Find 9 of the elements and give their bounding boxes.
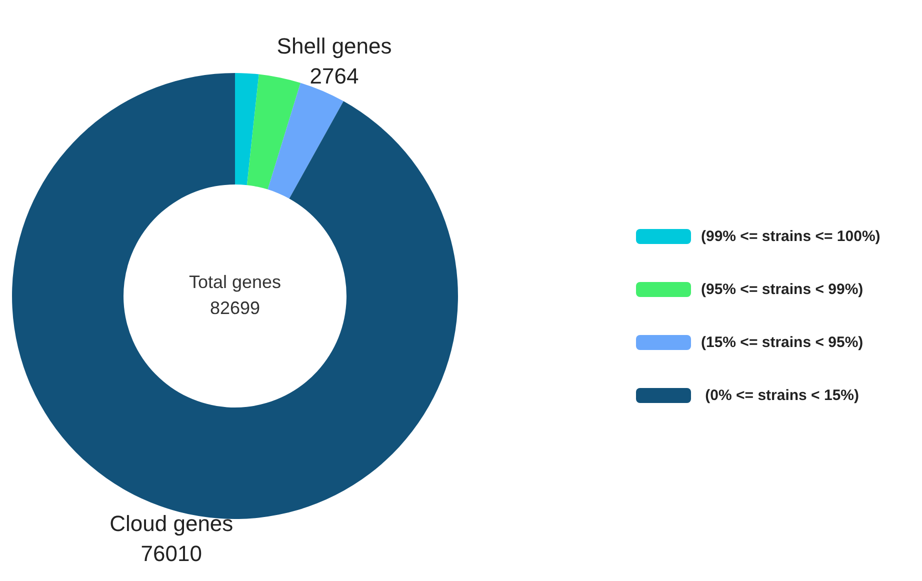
data-label: 2764 bbox=[310, 63, 359, 88]
legend-label: (0% <= strains < 15%) bbox=[704, 387, 859, 404]
data-label: 76010 bbox=[140, 540, 202, 566]
text: Shell genes bbox=[276, 33, 392, 58]
legend-label: (99% <= strains <= 100%) bbox=[701, 228, 880, 245]
text: Cloud genes bbox=[110, 510, 234, 536]
legend-label: (95% <= strains < 99%) bbox=[701, 281, 864, 298]
text: Total genes 82699 bbox=[188, 272, 282, 318]
legend-label: (15% <= strains < 95%) bbox=[701, 334, 864, 351]
